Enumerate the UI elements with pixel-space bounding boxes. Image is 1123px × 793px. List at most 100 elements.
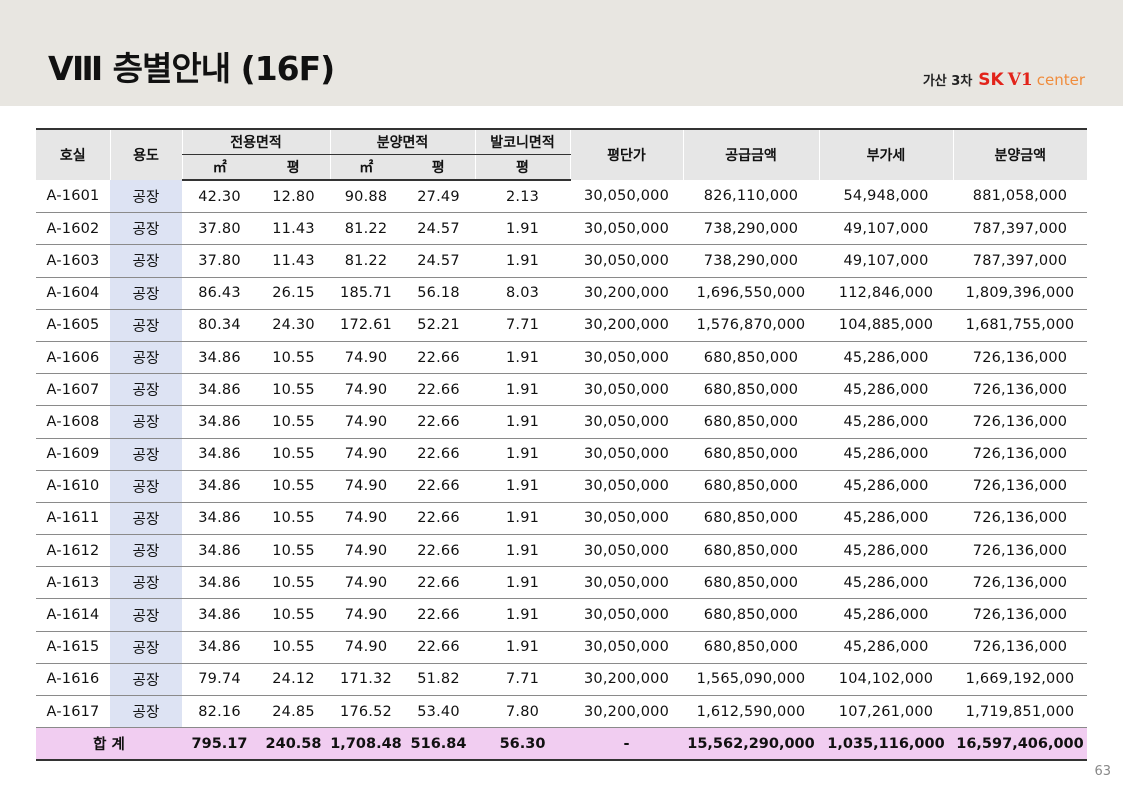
cell-vat: 107,261,000 xyxy=(819,695,953,729)
table-row: A-1607 공장 34.86 10.55 74.90 22.66 1.91 30,050,0… xyxy=(36,373,1087,407)
cell-balcony-pyeong: 1.91 xyxy=(475,212,570,246)
cell-sale-price: 726,136,000 xyxy=(953,502,1087,536)
cell-usage: 공장 xyxy=(110,663,182,697)
cell-supply-price: 680,850,000 xyxy=(683,373,819,407)
cell-exclusive-pyeong: 24.30 xyxy=(257,309,330,342)
cell-sale-pyeong: 51.82 xyxy=(402,663,475,697)
cell-usage: 공장 xyxy=(110,341,182,375)
cell-supply-price: 680,850,000 xyxy=(683,470,819,503)
cell-exclusive-sqm: 37.80 xyxy=(182,244,257,278)
total-row: 합 계 795.17 240.58 1,708.48 516.84 56.30 … xyxy=(36,727,1087,762)
table-row: A-1608 공장 34.86 10.55 74.90 22.66 1.91 30,050,0… xyxy=(36,405,1087,439)
cell-vat: 45,286,000 xyxy=(819,341,953,375)
cell-price-per-pyeong: 30,050,000 xyxy=(570,534,683,568)
cell-exclusive-pyeong: 10.55 xyxy=(257,534,330,568)
header-room: 호실 xyxy=(36,128,110,180)
cell-sale-sqm: 74.90 xyxy=(330,373,402,407)
cell-exclusive-pyeong: 11.43 xyxy=(257,244,330,278)
cell-usage: 공장 xyxy=(110,180,182,214)
header-balcony-area: 발코니면적 xyxy=(474,128,570,155)
cell-sale-price: 726,136,000 xyxy=(953,438,1087,471)
table-row: A-1611 공장 34.86 10.55 74.90 22.66 1.91 30,050,0… xyxy=(36,502,1087,536)
table-row: A-1604 공장 86.43 26.15 185.71 56.18 8.03 30,200,… xyxy=(36,277,1087,310)
cell-supply-price: 680,850,000 xyxy=(683,502,819,536)
cell-sale-sqm: 171.32 xyxy=(330,663,402,697)
cell-usage: 공장 xyxy=(110,405,182,439)
cell-sale-price: 787,397,000 xyxy=(953,244,1087,278)
table-row: A-1603 공장 37.80 11.43 81.22 24.57 1.91 30,050,0… xyxy=(36,244,1087,278)
cell-sale-sqm: 74.90 xyxy=(330,598,402,632)
cell-sale-pyeong: 22.66 xyxy=(402,470,475,503)
header-sale-price: 분양금액 xyxy=(952,128,1087,180)
header-sale-area: 분양면적 xyxy=(329,128,475,155)
cell-price-per-pyeong: 30,050,000 xyxy=(570,631,683,664)
logo-sk: SK xyxy=(978,70,1004,90)
cell-vat: 45,286,000 xyxy=(819,534,953,568)
cell-price-per-pyeong: 30,050,000 xyxy=(570,212,683,246)
total-label: 합 계 xyxy=(36,727,182,762)
cell-exclusive-sqm: 34.86 xyxy=(182,566,257,600)
cell-exclusive-pyeong: 10.55 xyxy=(257,373,330,407)
total-price-per-pyeong: - xyxy=(570,727,683,762)
cell-exclusive-pyeong: 26.15 xyxy=(257,277,330,310)
cell-supply-price: 1,612,590,000 xyxy=(683,695,819,729)
table-row: A-1614 공장 34.86 10.55 74.90 22.66 1.91 30,050,0… xyxy=(36,598,1087,632)
cell-exclusive-sqm: 34.86 xyxy=(182,341,257,375)
cell-exclusive-sqm: 34.86 xyxy=(182,373,257,407)
sk-v1-center-logo: SK V1 center xyxy=(978,70,1085,90)
cell-sale-price: 726,136,000 xyxy=(953,566,1087,600)
cell-exclusive-sqm: 34.86 xyxy=(182,534,257,568)
cell-balcony-pyeong: 7.71 xyxy=(475,309,570,342)
cell-sale-sqm: 74.90 xyxy=(330,534,402,568)
cell-price-per-pyeong: 30,050,000 xyxy=(570,438,683,471)
cell-price-per-pyeong: 30,050,000 xyxy=(570,598,683,632)
cell-supply-price: 680,850,000 xyxy=(683,438,819,471)
cell-sale-pyeong: 22.66 xyxy=(402,566,475,600)
cell-room: A-1612 xyxy=(36,534,110,568)
cell-sale-sqm: 185.71 xyxy=(330,277,402,310)
header-unit-sqm: ㎡ xyxy=(181,154,257,181)
cell-room: A-1609 xyxy=(36,438,110,471)
cell-vat: 45,286,000 xyxy=(819,438,953,471)
cell-vat: 45,286,000 xyxy=(819,566,953,600)
cell-price-per-pyeong: 30,050,000 xyxy=(570,470,683,503)
cell-supply-price: 680,850,000 xyxy=(683,566,819,600)
cell-sale-pyeong: 22.66 xyxy=(402,405,475,439)
cell-exclusive-sqm: 34.86 xyxy=(182,502,257,536)
cell-sale-pyeong: 27.49 xyxy=(402,180,475,214)
cell-exclusive-pyeong: 10.55 xyxy=(257,438,330,471)
header-unit-pyeong: 평 xyxy=(474,154,570,181)
cell-vat: 45,286,000 xyxy=(819,373,953,407)
cell-sale-price: 1,669,192,000 xyxy=(953,663,1087,697)
cell-exclusive-sqm: 34.86 xyxy=(182,598,257,632)
cell-usage: 공장 xyxy=(110,309,182,342)
cell-balcony-pyeong: 1.91 xyxy=(475,534,570,568)
total-sale-pyeong: 516.84 xyxy=(402,727,475,762)
header-supply-price: 공급금액 xyxy=(682,128,819,180)
cell-sale-price: 726,136,000 xyxy=(953,405,1087,439)
cell-exclusive-pyeong: 10.55 xyxy=(257,631,330,664)
cell-room: A-1616 xyxy=(36,663,110,697)
cell-price-per-pyeong: 30,200,000 xyxy=(570,695,683,729)
logo-center: center xyxy=(1036,71,1085,89)
cell-exclusive-sqm: 34.86 xyxy=(182,405,257,439)
cell-sale-sqm: 74.90 xyxy=(330,405,402,439)
cell-price-per-pyeong: 30,050,000 xyxy=(570,341,683,375)
cell-exclusive-pyeong: 11.43 xyxy=(257,212,330,246)
cell-usage: 공장 xyxy=(110,566,182,600)
floor-units-table: 호실 용도 전용면적 분양면적 발코니면적 평단가 공급금액 부가세 분양금액 … xyxy=(36,128,1087,762)
cell-exclusive-sqm: 79.74 xyxy=(182,663,257,697)
cell-supply-price: 680,850,000 xyxy=(683,405,819,439)
cell-sale-pyeong: 56.18 xyxy=(402,277,475,310)
cell-supply-price: 1,576,870,000 xyxy=(683,309,819,342)
cell-balcony-pyeong: 1.91 xyxy=(475,341,570,375)
cell-usage: 공장 xyxy=(110,373,182,407)
cell-usage: 공장 xyxy=(110,244,182,278)
cell-balcony-pyeong: 1.91 xyxy=(475,566,570,600)
cell-balcony-pyeong: 1.91 xyxy=(475,470,570,503)
cell-vat: 45,286,000 xyxy=(819,405,953,439)
cell-sale-price: 1,719,851,000 xyxy=(953,695,1087,729)
cell-vat: 104,102,000 xyxy=(819,663,953,697)
cell-supply-price: 738,290,000 xyxy=(683,244,819,278)
cell-supply-price: 1,696,550,000 xyxy=(683,277,819,310)
